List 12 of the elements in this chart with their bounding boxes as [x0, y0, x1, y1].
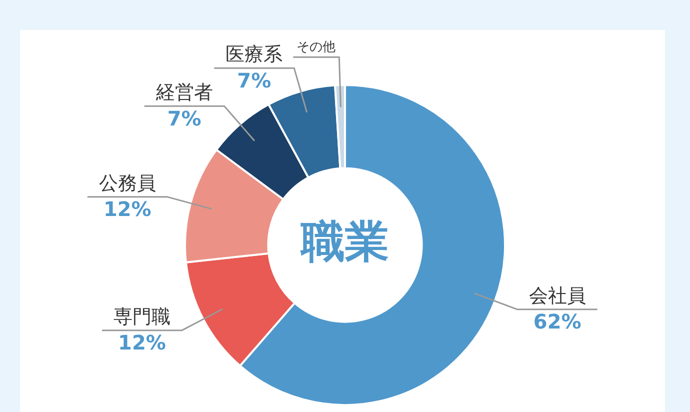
slice-label: 専門職 [113, 306, 170, 328]
slice-label: 医療系 [226, 44, 283, 66]
data-label: 62% [533, 310, 582, 334]
text: 職業 [300, 216, 389, 268]
data-label: 12% [118, 330, 166, 355]
data-label: 7% [167, 106, 202, 130]
data-label: 12% [103, 197, 152, 222]
data-label: 7% [237, 68, 272, 92]
slice-label: その他 [296, 40, 336, 55]
slice-label: 公務員 [98, 172, 156, 194]
slice-label: 経営者 [154, 82, 213, 104]
slice-label: 会社員 [528, 284, 586, 307]
